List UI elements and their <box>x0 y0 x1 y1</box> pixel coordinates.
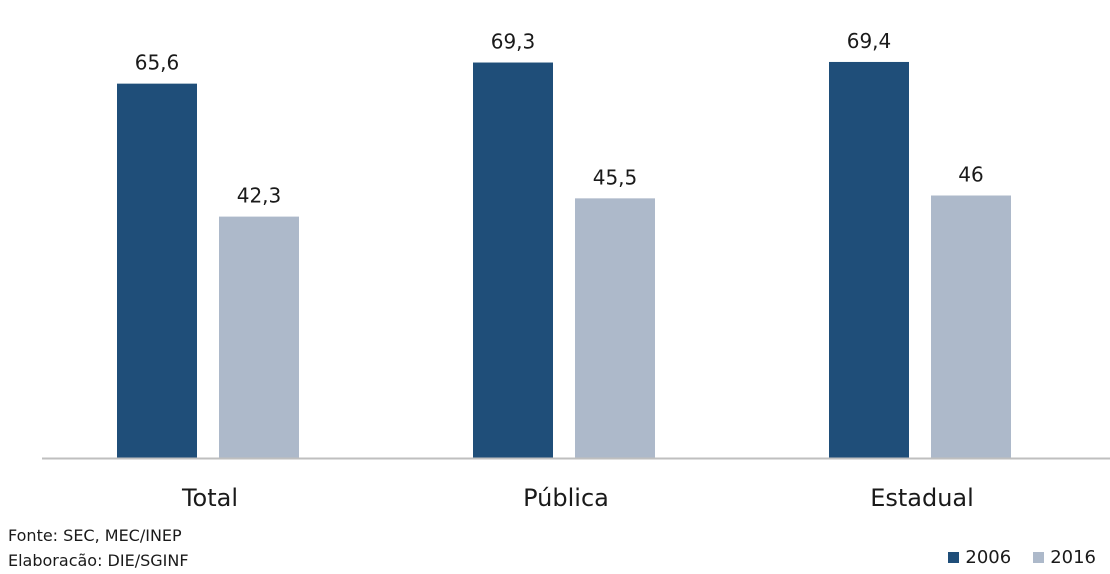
bar-2006-1 <box>473 62 553 458</box>
legend-swatch-2016 <box>1033 552 1045 563</box>
legend-swatch-2006 <box>948 552 960 563</box>
bar-2006-2 <box>829 61 909 458</box>
data-label-2016-1: 45,5 <box>593 165 638 189</box>
bar-2016-1 <box>575 198 655 458</box>
data-label-2006-2: 69,4 <box>847 29 892 53</box>
credit-note: Elaboracão: DIE/SGINF <box>8 551 189 570</box>
legend-label-2006: 2006 <box>965 547 1012 568</box>
bar-2006-0 <box>117 83 197 458</box>
legend-label-2016: 2016 <box>1050 547 1096 568</box>
legend-item-2006: 2006 <box>948 547 1011 568</box>
data-label-2016-0: 42,3 <box>237 184 282 208</box>
bar-2016-2 <box>931 195 1011 458</box>
data-label-2006-0: 65,6 <box>135 51 180 75</box>
category-label-2: Estadual <box>870 484 974 512</box>
chart-legend: 2006 2016 <box>926 547 1096 568</box>
data-label-2006-1: 69,3 <box>491 30 536 54</box>
legend-item-2016: 2016 <box>1033 547 1096 568</box>
bar-chart: 65,6 42,3 Total 69,3 45,5 Pública 69,4 46 Estadu… <box>42 29 1110 512</box>
data-label-2016-2: 46 <box>958 162 983 186</box>
category-label-0: Total <box>181 484 238 512</box>
source-note: Fonte: SEC, MEC/INEP <box>8 526 182 545</box>
bar-2016-0 <box>219 216 299 458</box>
category-label-1: Pública <box>523 484 609 512</box>
